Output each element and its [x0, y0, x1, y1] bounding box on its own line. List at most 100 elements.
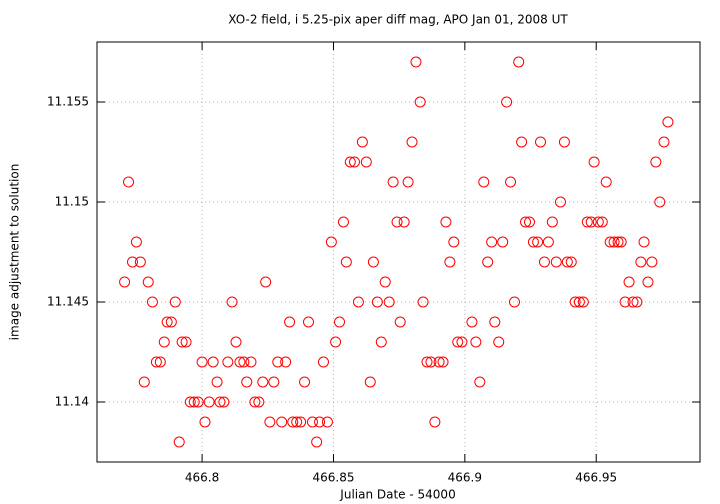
- x-tick-label: 466.85: [312, 471, 354, 485]
- data-point: [581, 216, 593, 228]
- data-point: [631, 296, 643, 308]
- data-point: [585, 216, 597, 228]
- y-tick-label: 11.155: [47, 95, 89, 109]
- x-axis-label: Julian Date - 54000: [339, 488, 455, 502]
- data-point: [314, 416, 326, 428]
- data-point: [325, 236, 337, 248]
- data-point: [470, 336, 482, 348]
- data-point: [299, 376, 311, 388]
- data-point: [199, 416, 211, 428]
- data-point: [238, 356, 250, 368]
- data-point: [538, 256, 550, 268]
- data-point: [516, 136, 528, 148]
- data-point: [638, 236, 650, 248]
- data-point: [211, 376, 223, 388]
- data-point: [440, 216, 452, 228]
- data-point: [513, 56, 525, 68]
- data-point: [604, 236, 616, 248]
- data-point: [241, 376, 253, 388]
- data-point: [561, 256, 573, 268]
- data-point: [456, 336, 468, 348]
- x-tick-label: 466.8: [185, 471, 219, 485]
- data-point: [379, 276, 391, 288]
- data-point: [588, 156, 600, 168]
- data-point: [558, 136, 570, 148]
- data-point: [486, 236, 498, 248]
- data-point: [592, 216, 604, 228]
- data-point: [493, 336, 505, 348]
- chart-title: XO-2 field, i 5.25-pix aper diff mag, AP…: [228, 13, 568, 27]
- data-point: [414, 96, 426, 108]
- data-point: [433, 356, 445, 368]
- data-point: [192, 396, 204, 408]
- data-point: [260, 276, 272, 288]
- data-point: [577, 296, 589, 308]
- data-point: [402, 176, 414, 188]
- data-point: [230, 336, 242, 348]
- data-point: [489, 316, 501, 328]
- data-point: [364, 376, 376, 388]
- data-point: [623, 276, 635, 288]
- data-point: [245, 356, 257, 368]
- data-point: [123, 176, 135, 188]
- data-point: [371, 296, 383, 308]
- data-point: [169, 296, 181, 308]
- data-point: [398, 216, 410, 228]
- data-point: [474, 376, 486, 388]
- data-point: [619, 296, 631, 308]
- data-point: [226, 296, 238, 308]
- data-point: [429, 416, 441, 428]
- data-point: [348, 156, 360, 168]
- data-point: [497, 236, 509, 248]
- data-point: [284, 316, 296, 328]
- data-point: [126, 256, 138, 268]
- data-point: [280, 356, 292, 368]
- data-point: [272, 356, 284, 368]
- data-point: [612, 236, 624, 248]
- data-point: [646, 256, 658, 268]
- data-point: [417, 296, 429, 308]
- data-point: [291, 416, 303, 428]
- data-point: [134, 256, 146, 268]
- data-point: [222, 356, 234, 368]
- data-point: [119, 276, 131, 288]
- data-point: [565, 256, 577, 268]
- data-point: [383, 296, 395, 308]
- data-point: [532, 236, 544, 248]
- data-point: [608, 236, 620, 248]
- data-point: [535, 136, 547, 148]
- y-tick-label: 11.15: [55, 195, 89, 209]
- data-point: [253, 396, 265, 408]
- y-tick-label: 11.145: [47, 295, 89, 309]
- data-point: [410, 56, 422, 68]
- data-point: [635, 256, 647, 268]
- data-point: [196, 356, 208, 368]
- data-point: [158, 336, 170, 348]
- data-point: [344, 156, 356, 168]
- data-point: [569, 296, 581, 308]
- data-point: [287, 416, 299, 428]
- data-point: [317, 356, 329, 368]
- data-point: [650, 156, 662, 168]
- plot-frame: [96, 41, 701, 463]
- data-point: [642, 276, 654, 288]
- data-point: [356, 136, 368, 148]
- data-point: [482, 256, 494, 268]
- data-point: [501, 96, 513, 108]
- data-point: [142, 276, 154, 288]
- data-point: [505, 176, 517, 188]
- data-point: [394, 316, 406, 328]
- data-point: [321, 416, 333, 428]
- data-point: [391, 216, 403, 228]
- data-point: [478, 176, 490, 188]
- data-point: [375, 336, 387, 348]
- x-tick-label: 466.9: [448, 471, 482, 485]
- data-point: [554, 196, 566, 208]
- data-point: [311, 436, 323, 448]
- data-point: [249, 396, 261, 408]
- data-point: [334, 316, 346, 328]
- y-tick-label: 11.14: [55, 395, 89, 409]
- data-point: [337, 216, 349, 228]
